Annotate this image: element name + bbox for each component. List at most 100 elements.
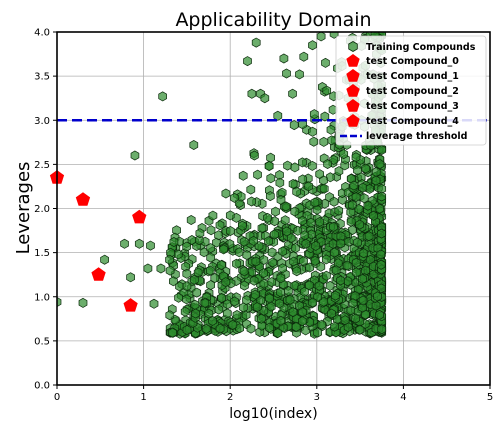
- training-compound-point: [283, 160, 292, 171]
- training-compound-point: [216, 260, 226, 271]
- training-compound-point: [251, 37, 261, 48]
- training-compound-point: [305, 280, 314, 291]
- training-compound-point: [295, 69, 304, 80]
- training-compound-point: [250, 289, 260, 300]
- legend-label: test Compound_3: [366, 101, 459, 112]
- training-compound-point: [336, 238, 346, 249]
- training-compound-point: [288, 88, 297, 99]
- training-compound-point: [189, 139, 199, 151]
- training-compound-point: [351, 152, 361, 163]
- training-compound-point: [315, 216, 324, 228]
- legend-entry-test-2: test Compound_2: [346, 84, 459, 97]
- training-compound-point: [351, 313, 360, 324]
- test-compound-4-point: [132, 209, 147, 224]
- training-compound-point: [377, 228, 386, 239]
- training-compound-point: [373, 291, 382, 302]
- y-tick-label: 1.0: [34, 292, 50, 303]
- training-compound-point: [319, 136, 329, 147]
- training-compound-point: [321, 57, 330, 68]
- y-tick-label: 4.0: [34, 28, 50, 39]
- training-compound-point: [301, 238, 311, 249]
- training-compound-point: [290, 162, 300, 173]
- training-compound-point: [169, 276, 178, 287]
- training-compound-point: [237, 220, 247, 231]
- training-compound-point: [156, 263, 166, 274]
- training-compound-point: [239, 236, 249, 247]
- training-compound-point: [273, 110, 283, 121]
- training-compound-point: [217, 292, 227, 304]
- training-compound-point: [375, 309, 384, 320]
- training-compound-point: [375, 159, 385, 170]
- legend-label: test Compound_2: [366, 86, 459, 97]
- training-compound-point: [308, 40, 317, 51]
- training-compound-point: [322, 270, 331, 281]
- training-compound-point: [267, 277, 277, 288]
- training-compound-point: [247, 196, 256, 207]
- training-compound-point: [278, 263, 287, 274]
- training-compound-point: [165, 254, 174, 265]
- training-compound-point: [264, 161, 274, 172]
- training-compound-point: [190, 299, 200, 310]
- training-compound-point: [285, 294, 295, 305]
- training-compound-point: [361, 163, 371, 174]
- x-tick-label: 4: [400, 392, 406, 403]
- training-compound-point: [288, 178, 298, 190]
- chart-title: Applicability Domain: [175, 9, 371, 31]
- training-compound-point: [320, 111, 330, 122]
- training-compound-point: [268, 257, 278, 268]
- training-compound-point: [208, 210, 218, 221]
- training-compound-point: [266, 173, 276, 184]
- y-tick-label: 3.0: [34, 116, 50, 127]
- training-compound-point: [339, 149, 349, 160]
- training-compound-point: [259, 278, 269, 289]
- x-tick-label: 0: [54, 392, 60, 403]
- y-tick-label: 0.5: [34, 336, 50, 347]
- training-compound-point: [232, 309, 242, 321]
- training-compound-point: [330, 247, 339, 258]
- training-compound-point: [276, 315, 286, 326]
- training-compound-point: [78, 297, 88, 308]
- training-compound-point: [278, 246, 288, 257]
- training-compound-point: [351, 257, 361, 268]
- training-compound-point: [267, 247, 277, 258]
- training-compound-point: [232, 258, 241, 269]
- training-compound-point: [264, 236, 273, 247]
- training-compound-point: [321, 254, 331, 265]
- training-compound-point: [282, 226, 292, 237]
- training-compound-point: [271, 206, 280, 217]
- training-compound-point: [327, 135, 337, 146]
- training-compound-point: [266, 152, 275, 163]
- training-compound-point: [146, 240, 155, 251]
- legend-pentagon-icon: [346, 54, 360, 67]
- training-compound-point: [355, 324, 365, 335]
- training-compound-point: [257, 320, 267, 331]
- training-compound-point: [340, 315, 350, 326]
- training-compound-point: [346, 216, 356, 227]
- y-tick-label: 1.5: [34, 248, 50, 259]
- x-tick-label: 1: [140, 392, 146, 403]
- training-compound-point: [331, 265, 341, 276]
- x-axis-ticks: 0 1 2 3 4 5: [54, 385, 493, 403]
- x-tick-label: 5: [487, 392, 493, 403]
- training-compound-point: [351, 267, 361, 278]
- training-compound-point: [192, 287, 202, 298]
- training-compound-point: [239, 266, 249, 277]
- training-compound-point: [182, 268, 192, 279]
- training-compound-point: [280, 215, 290, 226]
- training-compound-point: [251, 256, 261, 267]
- training-compound-point: [298, 119, 307, 130]
- training-compound-point: [316, 32, 326, 42]
- legend-entry-threshold: leverage threshold: [340, 131, 467, 142]
- training-compound-point: [238, 170, 248, 181]
- training-compound-point: [309, 109, 319, 120]
- training-compound-point: [120, 238, 129, 249]
- training-compound-point: [308, 126, 317, 137]
- legend: Training Compounds test Compound_0 test …: [335, 35, 487, 146]
- training-compound-point: [265, 322, 274, 333]
- training-compound-point: [219, 244, 228, 255]
- training-compound-point: [292, 186, 302, 197]
- training-compound-point: [221, 188, 231, 199]
- training-compound-point: [308, 297, 318, 308]
- training-compound-point: [243, 56, 252, 67]
- training-compound-point: [377, 324, 387, 335]
